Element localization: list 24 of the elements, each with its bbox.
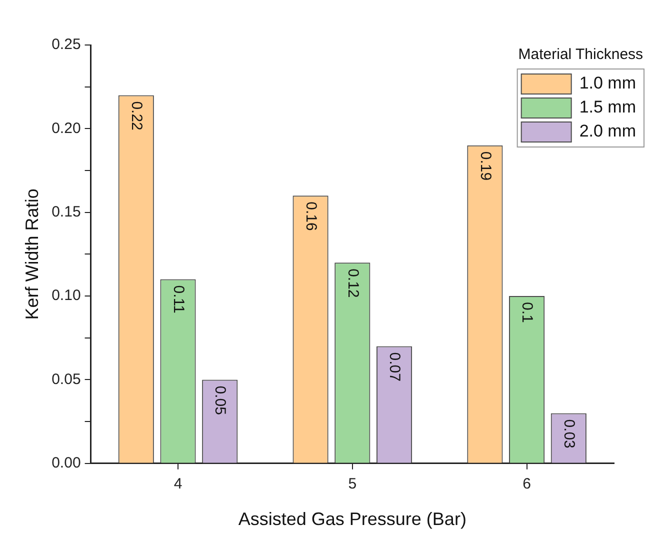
data-label: 0.03 [560, 419, 578, 448]
legend-label: 1.0 mm [579, 74, 636, 93]
data-label: 0.1 [518, 302, 536, 323]
data-label: 0.11 [170, 285, 187, 314]
x-tick-label: 5 [348, 476, 357, 493]
legend-label: 2.0 mm [579, 122, 636, 141]
data-label: 0.19 [476, 151, 494, 181]
legend-label: 1.5 mm [579, 98, 636, 117]
y-tick-label: 0.15 [52, 204, 81, 220]
y-tick-label: 0.05 [52, 370, 81, 388]
y-axis-title: Kerf Width Ratio [22, 188, 42, 320]
data-label: 0.12 [344, 268, 362, 298]
y-tick-label: 0.20 [52, 120, 81, 137]
y-tick-label: 0.00 [52, 454, 81, 472]
data-label: 0.22 [128, 101, 145, 130]
data-label: 0.16 [302, 202, 320, 231]
x-tick-label: 4 [174, 476, 182, 493]
data-label: 0.05 [212, 386, 229, 415]
y-tick-label: 0.10 [52, 287, 81, 304]
data-label: 0.07 [386, 352, 404, 382]
x-axis-title: Assisted Gas Pressure (Bar) [238, 509, 466, 530]
y-tick-label: 0.25 [52, 36, 81, 54]
legend-title: Material Thickness [518, 46, 644, 64]
x-tick-label: 6 [522, 476, 531, 493]
